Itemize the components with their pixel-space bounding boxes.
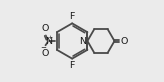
Text: N: N	[79, 36, 86, 46]
Text: N: N	[45, 36, 52, 46]
Text: F: F	[70, 12, 75, 21]
Text: +: +	[47, 35, 52, 40]
Text: −: −	[40, 45, 46, 51]
Text: F: F	[70, 61, 75, 70]
Text: O: O	[120, 36, 128, 46]
Text: O: O	[41, 24, 49, 33]
Text: O: O	[41, 49, 49, 58]
